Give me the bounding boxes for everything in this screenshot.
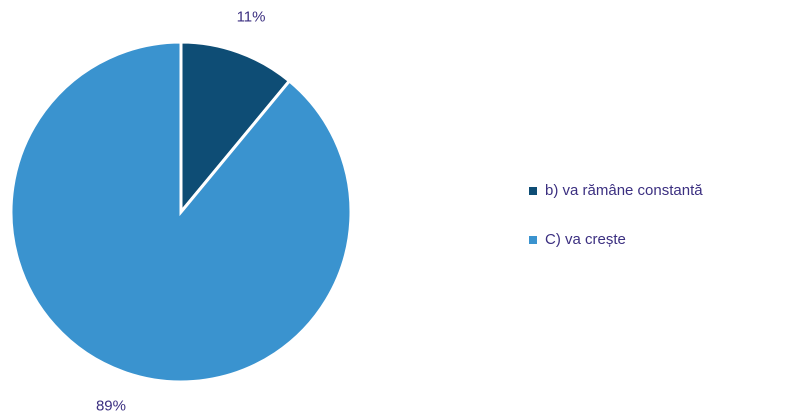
legend-label: C) va crește (545, 231, 626, 248)
legend-swatch (529, 236, 537, 244)
pie-slice (9, 40, 353, 384)
pie-slice (179, 40, 292, 217)
data-label: 89% (96, 398, 126, 411)
legend-swatch (529, 187, 537, 195)
legend-label: b) va rămâne constantă (545, 182, 703, 199)
data-label: 11% (237, 8, 266, 25)
